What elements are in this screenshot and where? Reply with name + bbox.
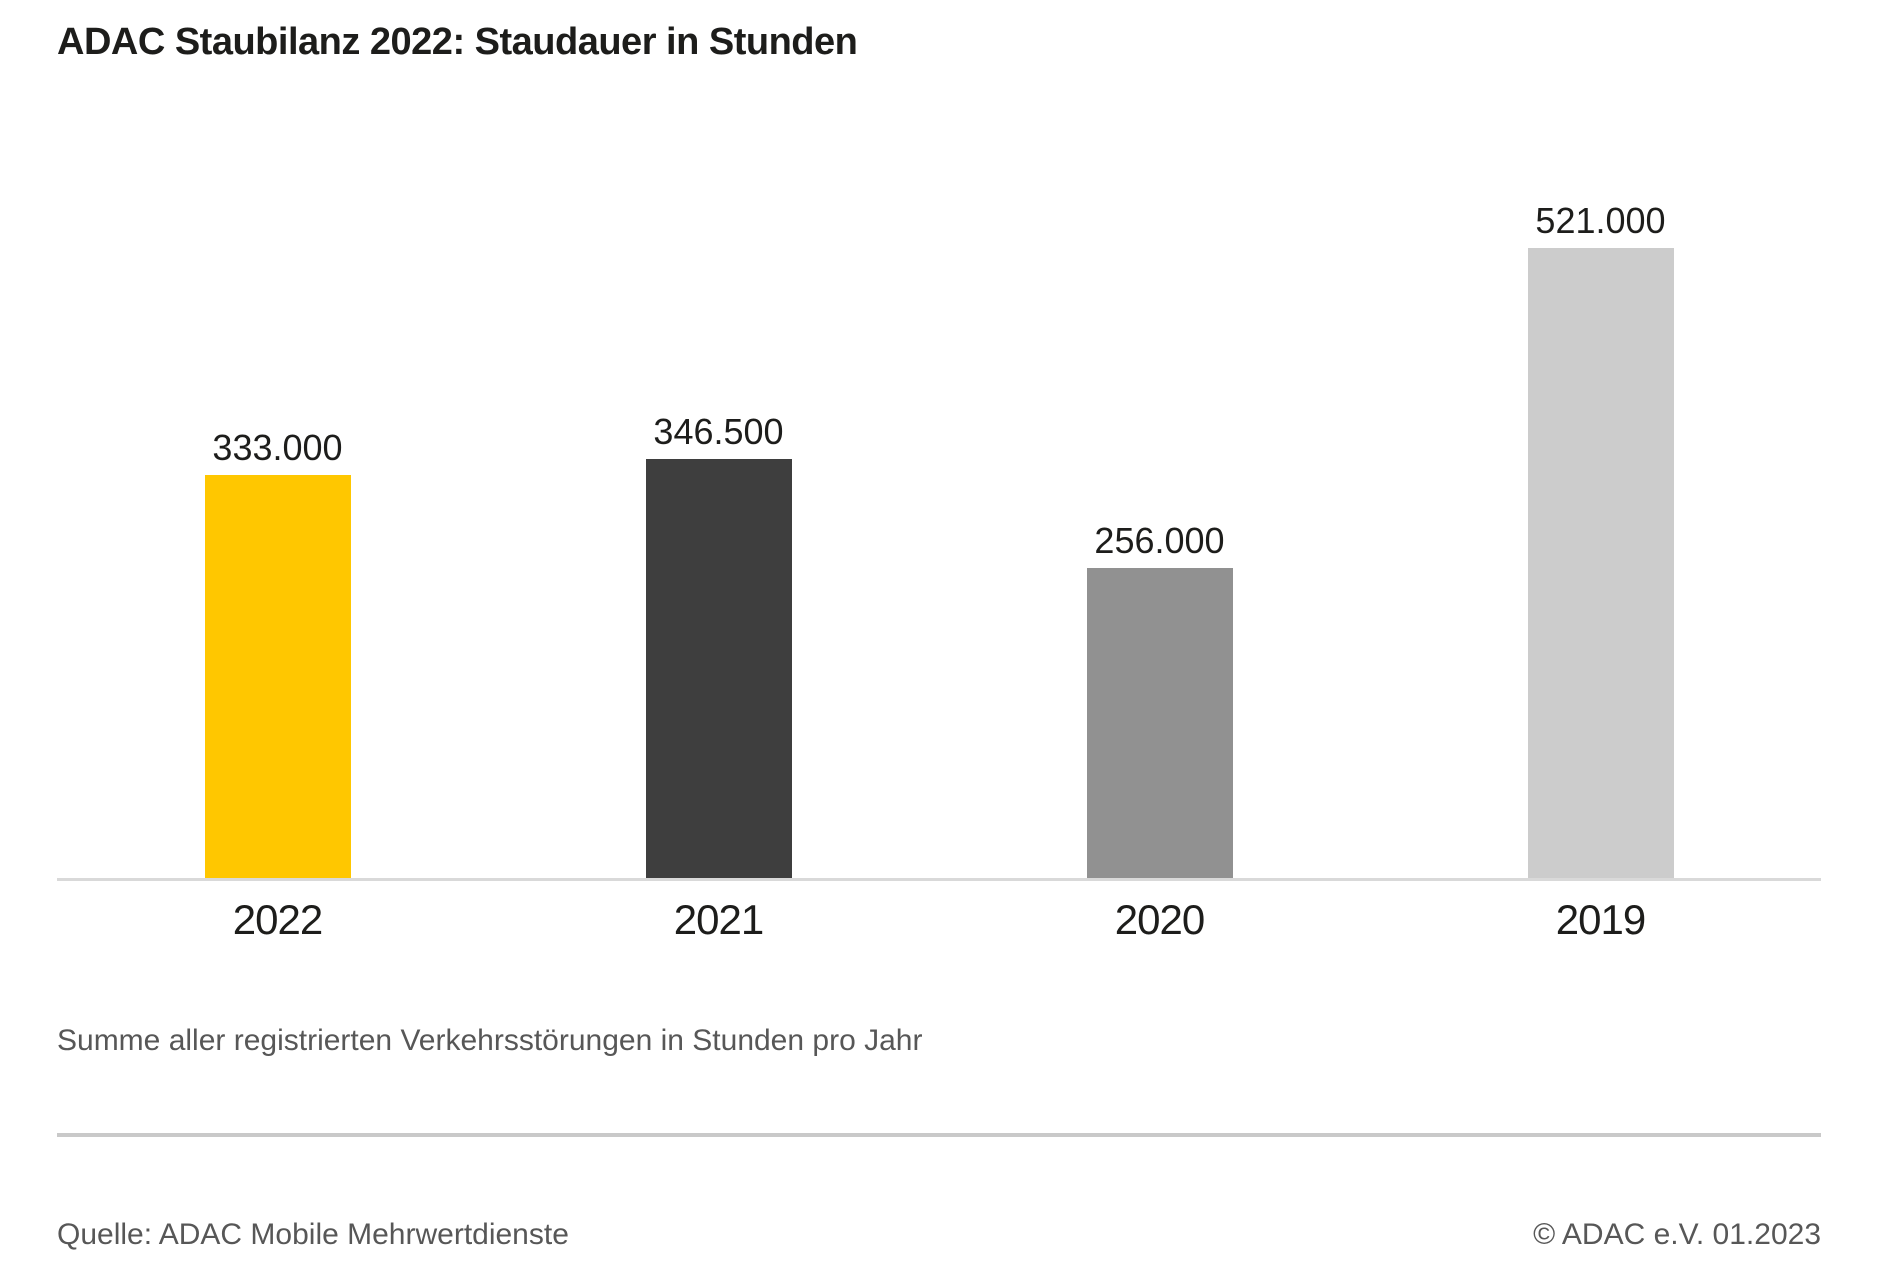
bar-value-label-2019: 521.000: [1535, 200, 1666, 241]
bar-value-label-2020: 256.000: [1094, 520, 1225, 561]
bar-2022: [204, 475, 351, 878]
source-text: Quelle: ADAC Mobile Mehrwertdienste: [57, 1218, 569, 1251]
footer: Quelle: ADAC Mobile Mehrwertdienste © AD…: [57, 1217, 1821, 1253]
bar-group-2020: 256.000: [939, 520, 1380, 878]
chart-plot: 333.000 346.500 256.000 521.000: [57, 200, 1821, 881]
bar-2021: [645, 459, 792, 878]
bar-value-label-2021: 346.500: [653, 411, 784, 452]
bar-value-label-2022: 333.000: [212, 427, 343, 468]
bar-group-2021: 346.500: [498, 411, 939, 878]
bar-group-2022: 333.000: [57, 427, 498, 878]
chart-subtitle: Summe aller registrierten Verkehrsstörun…: [57, 1024, 923, 1057]
x-axis-label-2021: 2021: [673, 896, 764, 943]
copyright-text: © ADAC e.V. 01.2023: [1533, 1218, 1821, 1251]
bar-2020: [1086, 568, 1233, 878]
bar-group-2019: 521.000: [1380, 200, 1821, 878]
bar-2019: [1527, 248, 1674, 878]
chart-title: ADAC Staubilanz 2022: Staudauer in Stund…: [57, 21, 858, 63]
divider-line: [57, 1133, 1821, 1137]
x-axis-label-2019: 2019: [1555, 896, 1646, 943]
x-axis-label-2022: 2022: [232, 896, 323, 943]
x-axis-label-2020: 2020: [1114, 896, 1205, 943]
x-axis-labels: 2022 2021 2020 2019: [57, 897, 1821, 943]
